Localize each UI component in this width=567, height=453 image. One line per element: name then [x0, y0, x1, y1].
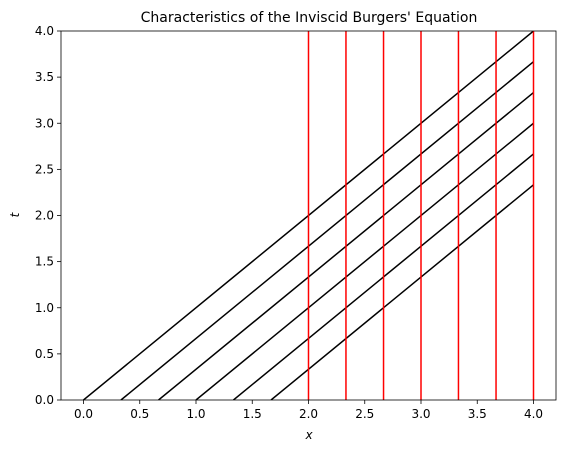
y-tick-label: 1.0: [35, 301, 54, 315]
y-tick-label: 2.5: [35, 162, 54, 176]
y-tick-label: 0.0: [35, 393, 54, 407]
x-axis: 0.0 0.5 1.0 1.5 2.0 2.5 3.0 3.5 4.0: [74, 400, 543, 421]
x-tick-label: 0.0: [74, 407, 93, 421]
x-axis-label: x: [304, 428, 313, 442]
x-tick-label: 2.0: [299, 407, 318, 421]
characteristic-line-3: [195, 122, 534, 400]
x-tick-label: 2.5: [355, 407, 374, 421]
y-tick-label: 2.0: [35, 209, 54, 223]
chart-title: Characteristics of the Inviscid Burgers'…: [141, 10, 478, 26]
x-tick-label: 1.0: [186, 407, 205, 421]
x-tick-label: 1.5: [243, 407, 262, 421]
x-tick-label: 0.5: [130, 407, 149, 421]
y-tick-label: 3.0: [35, 116, 54, 130]
characteristic-line-1: [120, 61, 534, 400]
y-tick-label: 1.5: [35, 255, 54, 269]
x-tick-label: 3.0: [411, 407, 430, 421]
x-tick-label: 3.5: [468, 407, 487, 421]
y-axis: 0.0 0.5 1.0 1.5 2.0 2.5 3.0 3.5 4.0: [35, 24, 61, 407]
characteristic-line-5: [270, 184, 534, 400]
y-axis-label: t: [8, 211, 22, 217]
y-tick-label: 3.5: [35, 70, 54, 84]
plot-series-group: [83, 31, 535, 400]
y-tick-label: 4.0: [35, 24, 54, 38]
x-tick-label: 4.0: [524, 407, 543, 421]
y-tick-label: 0.5: [35, 347, 54, 361]
